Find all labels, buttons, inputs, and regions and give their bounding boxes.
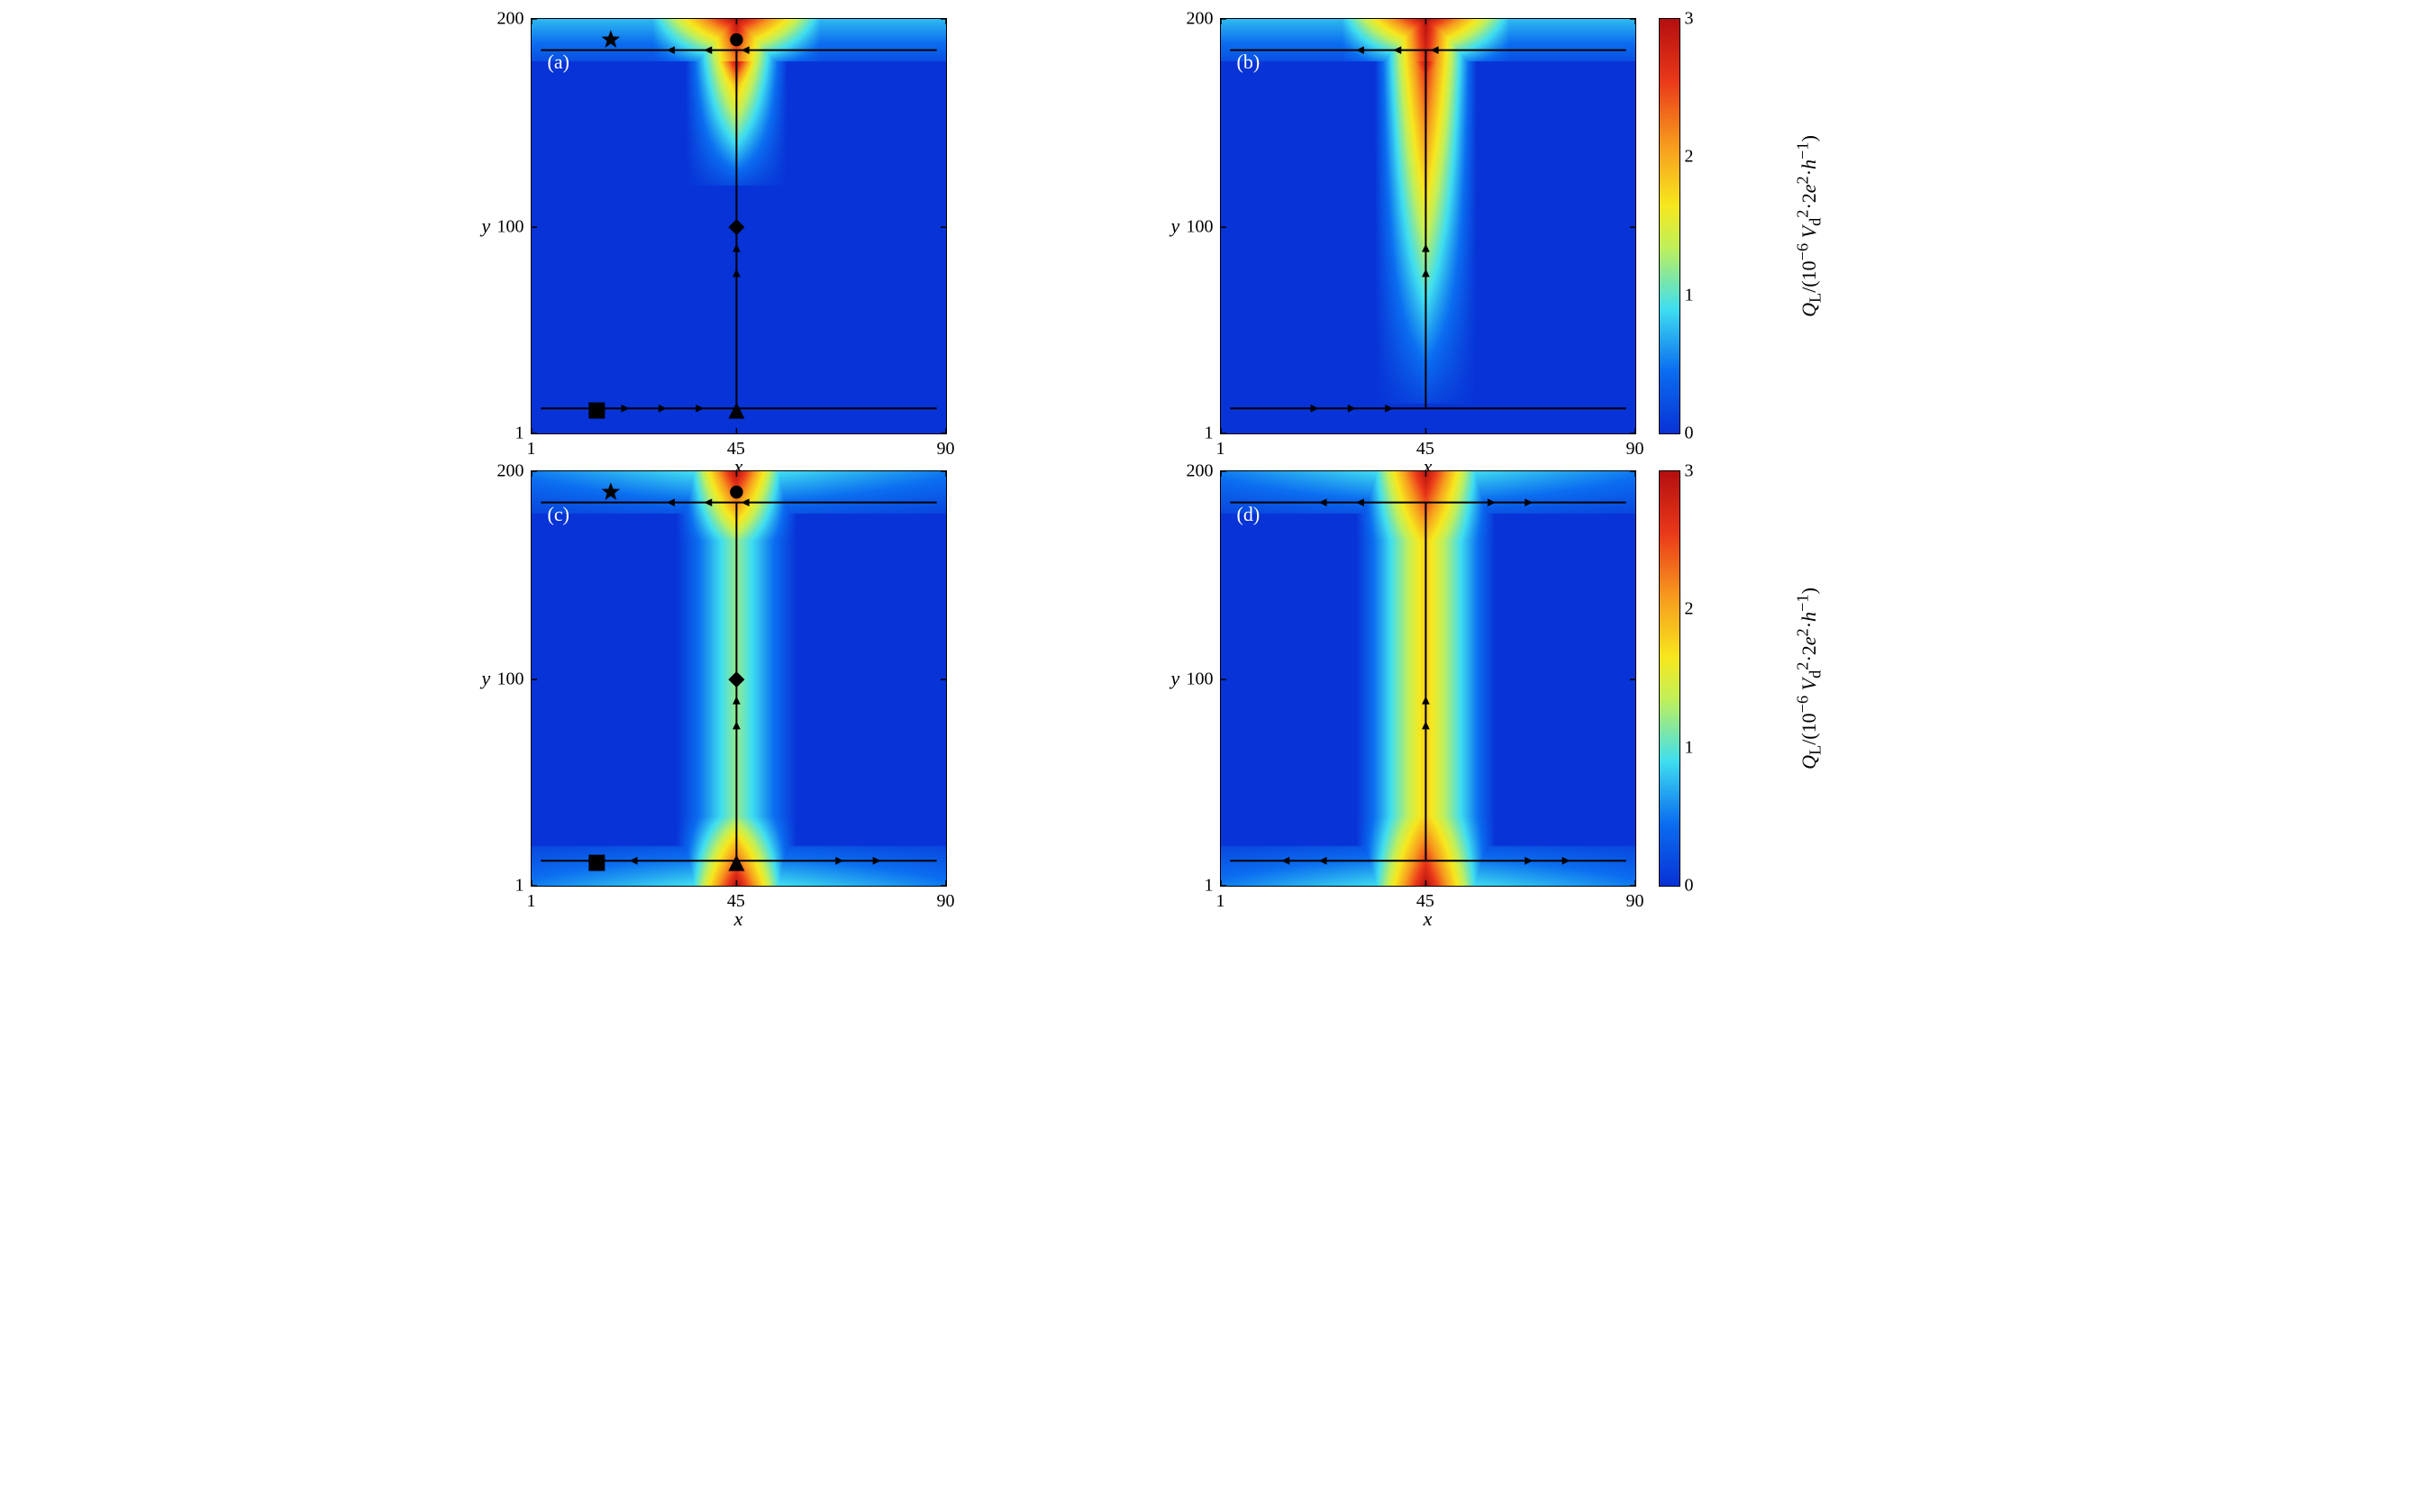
ytick-label: 100 — [497, 217, 524, 238]
panel-a: (a)110020014590yx — [531, 18, 947, 434]
ytick-label: 200 — [497, 461, 524, 482]
xlabel: x — [1424, 907, 1433, 931]
ytick-label: 200 — [1187, 9, 1214, 30]
colorbar-tick: 2 — [1685, 147, 1694, 168]
colorbar-label: QL/(10−6 Vd2·2e2·h−1) — [1793, 587, 1825, 770]
panel-row-b: (b)110020014590yx 0123QL/(10−6 Vd2·2e2·h−… — [1220, 18, 1882, 434]
heatmap-canvas — [532, 471, 946, 886]
ytick-label: 1 — [515, 876, 524, 897]
colorbar-container: 0123QL/(10−6 Vd2·2e2·h−1) — [1659, 18, 1680, 434]
ytick-label: 100 — [1187, 217, 1214, 238]
colorbar-canvas — [1660, 19, 1679, 433]
colorbar-canvas — [1660, 471, 1679, 886]
panel-c: (c)110020014590yx — [531, 470, 947, 887]
colorbar-container: 0123QL/(10−6 Vd2·2e2·h−1) — [1659, 470, 1680, 887]
plot-area: (d)110020014590yx — [1220, 470, 1636, 887]
colorbar-label: QL/(10−6 Vd2·2e2·h−1) — [1793, 135, 1825, 317]
panel-d: (d)110020014590yx — [1220, 470, 1636, 887]
xtick-label: 90 — [937, 439, 955, 460]
xlabel: x — [734, 907, 743, 931]
heatmap-canvas — [1221, 19, 1635, 433]
xtick-label: 1 — [1216, 439, 1225, 460]
panel-row-d: (d)110020014590yx 0123QL/(10−6 Vd2·2e2·h−… — [1220, 470, 1882, 887]
xtick-label: 90 — [1626, 439, 1644, 460]
plot-area: (a)110020014590yx — [531, 18, 947, 434]
ylabel: y — [482, 214, 491, 238]
panel-row-a: (a)110020014590yx — [531, 18, 1193, 434]
xtick-label: 90 — [937, 891, 955, 912]
ylabel: y — [1171, 214, 1180, 238]
panel-b: (b)110020014590yx — [1220, 18, 1636, 434]
ytick-label: 200 — [497, 9, 524, 30]
ytick-label: 1 — [1205, 876, 1214, 897]
plot-area: (c)110020014590yx — [531, 470, 947, 887]
panel-row-c: (c)110020014590yx — [531, 470, 1193, 887]
ytick-label: 100 — [497, 669, 524, 690]
xtick-label: 1 — [527, 439, 536, 460]
ylabel: y — [1171, 667, 1180, 690]
colorbar-tick: 3 — [1685, 461, 1694, 482]
colorbar-tick: 0 — [1685, 424, 1694, 444]
xtick-label: 1 — [1216, 891, 1225, 912]
colorbar-tick: 0 — [1685, 876, 1694, 897]
plot-area: (b)110020014590yx — [1220, 18, 1636, 434]
colorbar: 0123QL/(10−6 Vd2·2e2·h−1) — [1659, 18, 1680, 434]
xtick-label: 1 — [527, 891, 536, 912]
ytick-label: 1 — [515, 424, 524, 444]
colorbar-tick: 1 — [1685, 285, 1694, 305]
xtick-label: 90 — [1626, 891, 1644, 912]
panel-label: (d) — [1237, 503, 1261, 526]
figure-grid: (a)110020014590yx(b)110020014590yx0123QL… — [531, 18, 1882, 887]
panel-label: (c) — [548, 503, 569, 526]
colorbar-tick: 1 — [1685, 737, 1694, 758]
heatmap-canvas — [1221, 471, 1635, 886]
panel-label: (b) — [1237, 50, 1261, 74]
ytick-label: 200 — [1187, 461, 1214, 482]
ytick-label: 100 — [1187, 669, 1214, 690]
colorbar-tick: 2 — [1685, 599, 1694, 620]
colorbar: 0123QL/(10−6 Vd2·2e2·h−1) — [1659, 470, 1680, 887]
colorbar-tick: 3 — [1685, 9, 1694, 30]
heatmap-canvas — [532, 19, 946, 433]
ylabel: y — [482, 667, 491, 690]
ytick-label: 1 — [1205, 424, 1214, 444]
panel-label: (a) — [548, 50, 569, 74]
